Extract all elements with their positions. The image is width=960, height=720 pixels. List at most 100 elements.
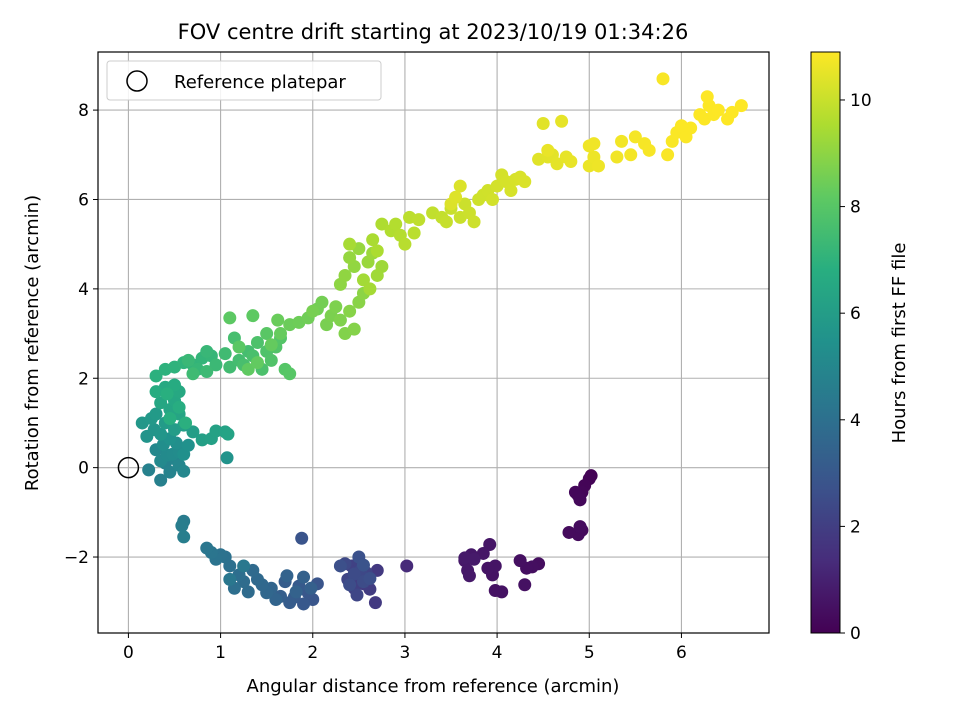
data-point [177, 530, 191, 544]
data-point [218, 347, 232, 361]
data-point [481, 561, 495, 575]
colorbar-tick-label: 10 [850, 91, 872, 111]
data-point [488, 584, 502, 598]
data-point [412, 213, 426, 227]
data-point [179, 416, 193, 430]
data-point [550, 157, 564, 171]
data-point [343, 251, 357, 265]
data-point [172, 400, 186, 414]
data-point [237, 559, 251, 573]
data-point [700, 90, 714, 104]
data-point [462, 569, 476, 583]
data-point [297, 597, 311, 611]
data-point [271, 313, 285, 327]
data-point [221, 427, 235, 441]
data-point [368, 596, 382, 610]
x-tick-label: 1 [215, 643, 226, 663]
x-axis-label: Angular distance from reference (arcmin) [247, 676, 620, 697]
y-tick-label: −2 [64, 548, 89, 568]
data-point [154, 473, 168, 487]
data-point [280, 569, 294, 583]
data-point [656, 72, 670, 86]
data-point [315, 295, 329, 309]
data-point [628, 130, 642, 144]
data-point [467, 215, 481, 229]
data-point [518, 175, 532, 189]
data-point [223, 311, 237, 325]
data-point [241, 362, 255, 376]
data-point [163, 411, 177, 425]
x-tick-label: 5 [584, 643, 595, 663]
data-point [186, 425, 200, 439]
data-point [343, 237, 357, 251]
data-point [333, 313, 347, 327]
y-tick-label: 4 [78, 280, 89, 300]
data-point [370, 268, 384, 282]
data-point [154, 427, 168, 441]
legend-entry-reference: Reference platepar [174, 72, 346, 93]
data-point [485, 192, 499, 206]
data-point [149, 407, 163, 421]
data-point [400, 559, 414, 573]
colorbar-tick-label: 0 [850, 624, 861, 644]
data-point [200, 344, 214, 358]
data-point [734, 99, 748, 113]
data-point [513, 554, 527, 568]
data-point [343, 578, 357, 592]
data-point [149, 385, 163, 399]
data-point [304, 581, 318, 595]
data-point [149, 369, 163, 383]
data-point [674, 119, 688, 133]
data-point [389, 217, 403, 231]
data-point [246, 309, 260, 323]
y-axis-label: Rotation from reference (arcmin) [22, 195, 43, 491]
plot-frame [97, 51, 770, 634]
data-point [163, 465, 177, 479]
data-point [250, 356, 264, 370]
data-point [504, 184, 518, 198]
data-point [363, 282, 377, 296]
data-point [186, 367, 200, 381]
data-point [453, 179, 467, 193]
data-point [483, 538, 497, 552]
data-point [573, 520, 587, 534]
x-axis-ticks: 0 1 2 3 4 5 6 [123, 633, 687, 663]
data-point [347, 322, 361, 336]
colorbar-tick-label: 4 [850, 411, 861, 431]
data-point [591, 159, 605, 173]
colorbar-label: Hours from first FF file [889, 243, 910, 444]
data-point [160, 387, 174, 401]
data-point [250, 336, 264, 349]
y-tick-label: 8 [78, 101, 89, 121]
y-axis-ticks: −2 0 2 4 6 8 [64, 101, 98, 568]
data-point [241, 585, 255, 599]
data-point [333, 559, 347, 573]
x-tick-label: 0 [123, 643, 134, 663]
data-point [467, 552, 481, 566]
colorbar-tick-label: 8 [850, 198, 861, 218]
data-point [168, 378, 182, 392]
data-point [725, 105, 739, 119]
data-point [347, 567, 361, 581]
data-point [661, 148, 675, 162]
y-tick-label: 2 [78, 369, 89, 389]
data-point [269, 592, 283, 606]
data-point [541, 143, 555, 157]
y-tick-label: 0 [78, 459, 89, 479]
data-point [200, 365, 214, 379]
data-point [209, 358, 223, 372]
data-point [343, 304, 357, 318]
colorbar-tick-label: 6 [850, 304, 861, 324]
data-point [264, 338, 278, 352]
data-point [220, 451, 234, 465]
x-tick-label: 4 [492, 643, 503, 663]
legend-marker-icon [126, 70, 148, 92]
data-point [375, 217, 389, 231]
data-point [407, 226, 421, 240]
data-point [518, 578, 532, 592]
data-point [273, 327, 287, 341]
data-point [264, 353, 278, 367]
data-point [289, 585, 303, 599]
data-point [610, 150, 624, 164]
